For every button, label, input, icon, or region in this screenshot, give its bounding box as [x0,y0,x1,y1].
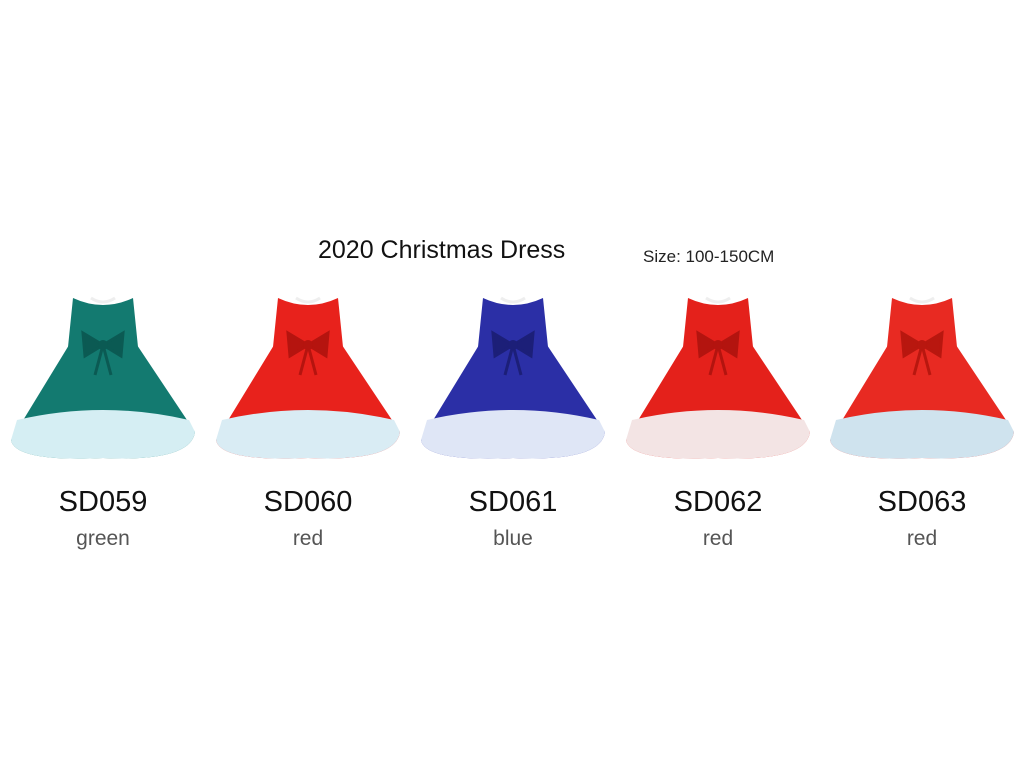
dress-neckline [909,296,935,304]
dress-bow-knot [98,340,108,350]
dress-bow-knot [917,340,927,350]
dress-hem [216,410,400,459]
product-code: SD060 [264,486,353,518]
size-note: Size: 100-150CM [643,247,774,266]
dress-bow [286,330,330,376]
dress-bow-knot [508,340,518,350]
dress-hem [421,410,605,459]
product-color: red [293,527,323,550]
dress-bodice [273,298,343,347]
dress-neckline [705,296,731,304]
title: 2020 Christmas Dress [318,236,565,264]
dress-neckline [90,296,116,304]
dress-bow [900,330,944,376]
product-color: blue [493,527,533,550]
product-card: SD060 red [216,296,400,550]
dress-bow [696,330,740,376]
dress-bow [491,330,535,376]
product-color: red [703,527,733,550]
product-code: SD061 [469,486,558,518]
dress-bodice [683,298,753,347]
dress-bow [81,330,125,376]
dress-bow-knot [303,340,313,350]
dress-hem [11,410,195,459]
dress-bow-knot [713,340,723,350]
dress-neckline [500,296,526,304]
product-code: SD063 [878,486,967,518]
product-color: red [907,527,937,550]
dress-neckline [295,296,321,304]
product-card: SD062 red [626,296,810,550]
product-code: SD062 [674,486,763,518]
product-card: SD061 blue [421,296,605,550]
dress-bodice [478,298,548,347]
product-card: SD059 green [11,296,195,550]
product-card: SD063 red [830,296,1014,550]
dress-bodice [68,298,138,347]
product-code: SD059 [59,486,148,518]
product-color: green [76,527,130,550]
dress-hem [626,410,810,459]
dress-bodice [887,298,957,347]
dress-hem [830,410,1014,459]
